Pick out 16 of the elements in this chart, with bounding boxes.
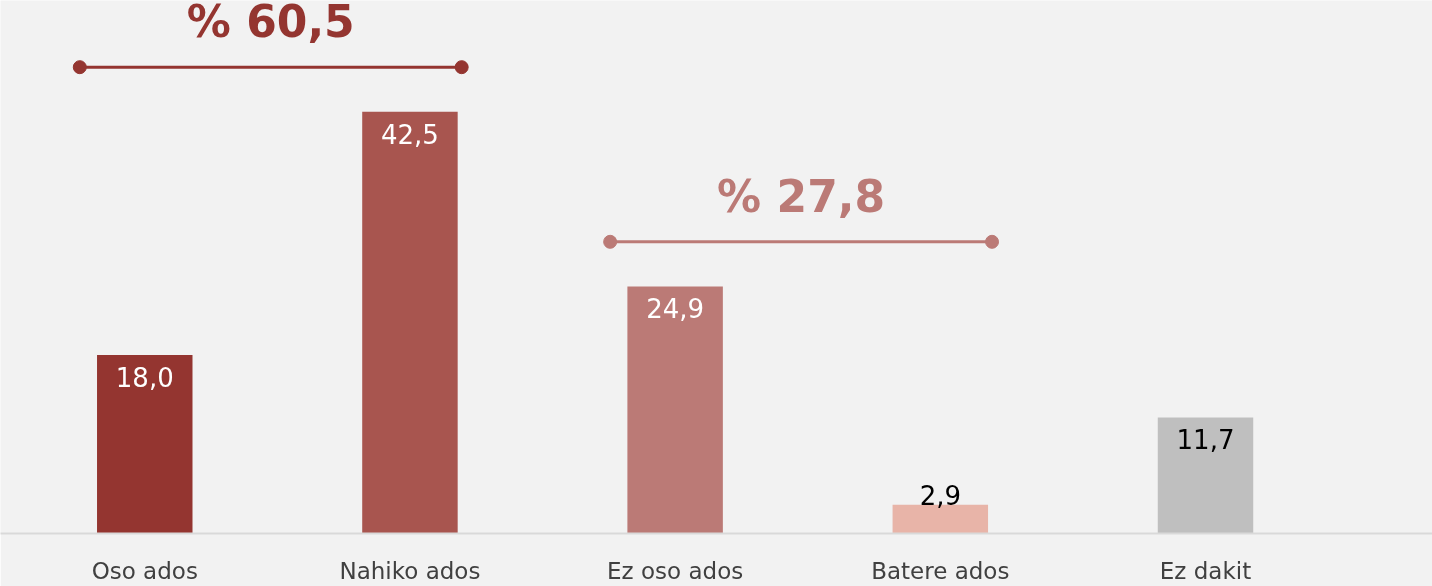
bar: [97, 354, 193, 534]
x-tick-label: Ez dakit: [1159, 557, 1252, 584]
annotation: % 27,8: [717, 170, 886, 222]
data-label: 42,5: [381, 119, 439, 150]
text: % 60,5: [186, 0, 355, 48]
x-tick-label: Nahiko ados: [339, 557, 481, 584]
data-label: 24,9: [646, 294, 705, 325]
data-label: 11,7: [1176, 425, 1235, 456]
x-tick-label: Batere ados: [871, 557, 1010, 584]
x-tick-label: Ez oso ados: [607, 557, 744, 584]
bar: [362, 111, 458, 534]
data-label: 2,9: [919, 480, 961, 511]
x-tick-label: Oso ados: [91, 557, 198, 584]
bar: [627, 286, 723, 534]
data-label: 18,0: [115, 362, 174, 393]
bar: [1157, 417, 1254, 534]
